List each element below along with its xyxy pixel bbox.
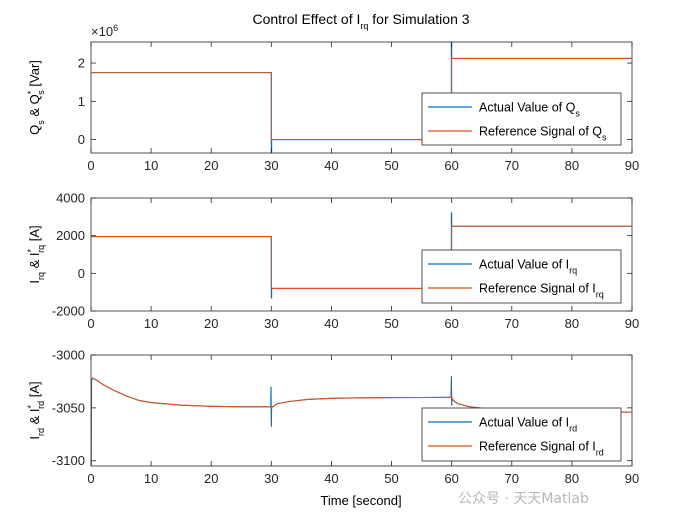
x-tick-label: 10: [144, 471, 158, 486]
x-axis-label: Time [second]: [320, 493, 401, 508]
x-tick-label: 10: [144, 158, 158, 173]
subplot-1: 0 10 20 30 40 50 60 70 80 90 0 1 2 ×106 Qs & Q*s [Var]…: [26, 23, 639, 173]
x-tick-label: 30: [264, 316, 278, 331]
legend: Actual Value of Ird Reference Signal of I…: [421, 407, 622, 462]
x-tick-label: 50: [384, 316, 398, 331]
y-axis-label: Ird & I*rd [A]: [26, 381, 46, 439]
x-tick-label: 20: [204, 158, 218, 173]
x-tick-label: 10: [144, 316, 158, 331]
x-tick-label: 80: [565, 471, 579, 486]
reference-series-line: [91, 225, 632, 289]
x-tick-label: 60: [444, 158, 458, 173]
y-axis-label: Irq & I*rq [A]: [26, 225, 46, 283]
legend-entry: Actual Value of Qs: [479, 101, 580, 119]
legend-entry: Actual Value of Irq: [479, 258, 577, 276]
x-tick-label: 40: [324, 316, 338, 331]
x-tick-label: 30: [264, 158, 278, 173]
y-tick-label: -2000: [52, 304, 85, 319]
x-tick-label: 40: [324, 158, 338, 173]
y-tick-label: -3050: [52, 400, 85, 415]
x-tick-label: 0: [87, 471, 94, 486]
x-tick-label: 20: [204, 471, 218, 486]
legend-entry: Reference Signal of Irq: [479, 282, 604, 300]
figure-title: Control Effect of Irq for Simulation 3: [252, 11, 469, 31]
x-tick-label: 70: [505, 316, 519, 331]
x-tick-label: 0: [87, 158, 94, 173]
y-multiplier-label: ×106: [91, 23, 118, 39]
legend: Actual Value of Qs Reference Signal of Qs: [421, 92, 622, 146]
y-tick-label: 0: [78, 132, 85, 147]
legend-entry: Reference Signal of Qs: [479, 125, 607, 143]
y-tick-label: -3000: [52, 348, 85, 363]
watermark: 公众号 · 天天Matlab: [458, 491, 589, 507]
x-tick-label: 50: [384, 158, 398, 173]
x-tick-label: 0: [87, 316, 94, 331]
reference-series-line: [91, 57, 632, 141]
x-tick-label: 70: [505, 471, 519, 486]
subplot-3: 0 10 20 30 40 50 60 70 80 90 -3100 -3050 -3000 Ird & …: [26, 348, 639, 487]
x-tick-label: 90: [625, 158, 639, 173]
y-tick-label: -3100: [52, 453, 85, 468]
y-tick-label: 1: [78, 94, 85, 109]
y-tick-label: 0: [78, 266, 85, 281]
y-tick-label: 2: [78, 56, 85, 71]
legend-entry: Reference Signal of Ird: [479, 440, 604, 458]
legend-entry: Actual Value of Ird: [479, 416, 577, 434]
x-tick-label: 40: [324, 471, 338, 486]
x-tick-label: 90: [625, 471, 639, 486]
x-tick-label: 80: [565, 158, 579, 173]
legend: Actual Value of Irq Reference Signal of I…: [421, 249, 622, 304]
x-tick-label: 20: [204, 316, 218, 331]
x-tick-label: 30: [264, 471, 278, 486]
legend-box: [421, 249, 622, 304]
y-tick-label: 4000: [56, 191, 85, 206]
x-tick-label: 50: [384, 471, 398, 486]
y-axis-label: Qs & Q*s [Var]: [26, 60, 46, 135]
x-tick-label: 70: [505, 158, 519, 173]
x-tick-label: 90: [625, 316, 639, 331]
x-tick-label: 80: [565, 316, 579, 331]
legend-box: [421, 407, 622, 462]
legend-box: [421, 92, 622, 146]
y-tick-label: 2000: [56, 228, 85, 243]
x-tick-label: 60: [444, 316, 458, 331]
x-tick-label: 60: [444, 471, 458, 486]
